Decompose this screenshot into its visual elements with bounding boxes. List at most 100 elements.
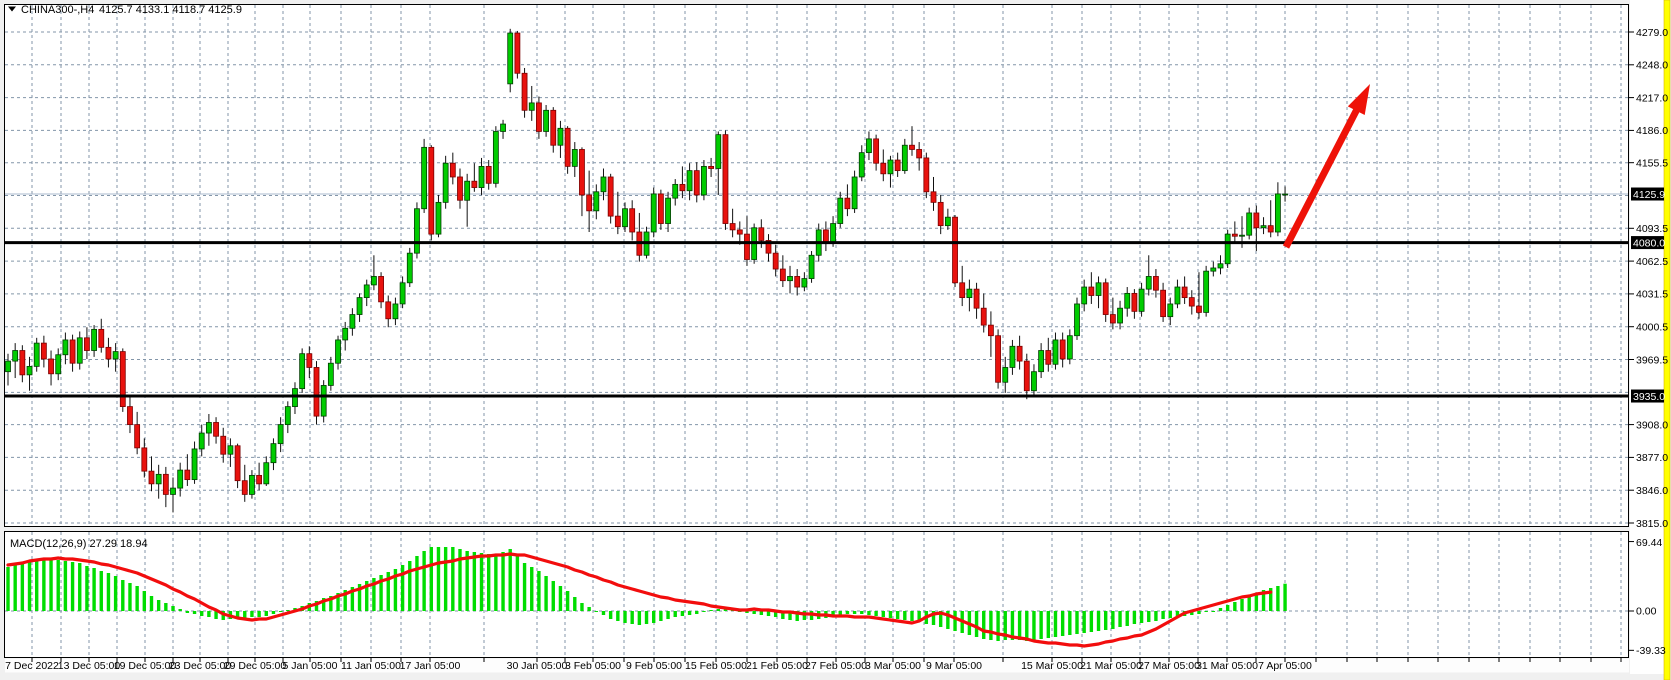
candle-down (471, 180, 478, 188)
candle-down (923, 157, 930, 193)
candle-down (1131, 292, 1138, 312)
candle-down (184, 469, 191, 481)
candle-down (614, 215, 621, 228)
candle-down (220, 435, 227, 455)
candle-up (901, 144, 908, 172)
candle-down (1109, 314, 1116, 324)
candle-down (822, 229, 829, 243)
macd-histogram-bar (1046, 611, 1051, 638)
macd-histogram-bar (1211, 611, 1216, 612)
macd-histogram-bar (135, 586, 139, 611)
macd-histogram-bar (1247, 596, 1251, 611)
macd-histogram-bar (1118, 611, 1122, 627)
macd-histogram-bar (781, 611, 785, 619)
candle-up (205, 422, 212, 434)
candle-up (249, 474, 255, 495)
candle-down (48, 358, 54, 375)
macd-histogram-bar (85, 566, 89, 611)
macd-histogram-bar (630, 611, 634, 624)
candle-up (1124, 292, 1131, 309)
candle-up (478, 165, 485, 188)
macd-histogram-bar (70, 562, 75, 611)
price-axis[interactable] (1630, 0, 1664, 674)
candle-up (1074, 303, 1080, 337)
candle-down (693, 170, 700, 196)
macd-histogram-bar (1269, 588, 1273, 611)
macd-histogram-bar (479, 553, 484, 611)
price-axis-label: 4248.0 (1636, 60, 1668, 72)
candle-down (449, 162, 456, 178)
candle-up (557, 127, 564, 146)
macd-signal-line (6, 552, 1273, 648)
macd-histogram-bar (565, 591, 570, 611)
candle-down (40, 342, 47, 360)
candle-down (1253, 212, 1260, 229)
candle-down (1267, 225, 1274, 233)
macd-histogram-bar (400, 565, 405, 611)
candle-up (370, 276, 377, 286)
macd-histogram-bar (106, 573, 111, 611)
candle-down (844, 197, 851, 210)
macd-histogram-bar (1154, 611, 1158, 621)
price-axis-label: 4155.5 (1636, 157, 1668, 169)
candle-down (69, 339, 76, 364)
macd-histogram-bar (1197, 611, 1201, 614)
macd-histogram-bar (1032, 611, 1036, 640)
candle-up (665, 197, 671, 224)
hline-price-badge (1631, 236, 1664, 250)
candle-up (1203, 270, 1210, 313)
macd-histogram-bar (142, 591, 147, 611)
candle-up (593, 191, 600, 212)
horizontal-line-objects[interactable] (5, 241, 1628, 398)
macd-histogram-bar (1132, 611, 1137, 624)
time-axis[interactable] (5, 658, 1629, 673)
candle-up (1009, 345, 1016, 368)
symbol-dropdown-icon[interactable] (8, 6, 16, 12)
candle-up (270, 443, 277, 464)
macd-histogram-bar (386, 572, 390, 611)
trend-arrow-annotation[interactable] (1282, 84, 1370, 249)
macd-histogram-bar (759, 611, 764, 615)
macd-histogram-bar (601, 611, 606, 615)
macd-histogram-bar (1161, 611, 1165, 619)
arrow-shaft[interactable] (1282, 103, 1363, 249)
candle-up (464, 180, 471, 201)
candle-down (988, 324, 994, 337)
candle-up (335, 339, 341, 364)
macd-histogram-bar (1068, 611, 1072, 635)
macd-histogram-bar (365, 581, 369, 611)
candle-down (1023, 360, 1030, 392)
candle-up (1031, 371, 1037, 392)
macd-histogram-bar (1190, 611, 1194, 615)
candle-up (284, 406, 291, 425)
macd-histogram-bar (1103, 611, 1108, 630)
macd-histogram-bar (113, 576, 118, 611)
candle-down (894, 159, 901, 172)
candle-down (930, 191, 937, 203)
candle-down (980, 307, 987, 326)
macd-histogram-bar (1039, 611, 1043, 639)
macd-histogram-bar (372, 578, 376, 611)
candle-up (277, 424, 284, 445)
candle-down (1181, 286, 1188, 299)
time-axis-label: 21 Feb 05:00 (746, 660, 808, 672)
candle-down (1059, 339, 1066, 360)
candle-down (162, 473, 169, 495)
price-axis-label: 3908.0 (1636, 419, 1668, 431)
macd-histogram-bar (1233, 602, 1237, 611)
price-axis-label: 3846.0 (1636, 485, 1668, 497)
candle-up (500, 123, 506, 132)
candle-down (564, 127, 571, 167)
candle-down (708, 165, 715, 169)
macd-histogram-bar (838, 611, 842, 615)
arrow-head[interactable] (1347, 84, 1370, 116)
macd-plot-area[interactable] (4, 531, 1629, 658)
macd-histogram-bar (443, 547, 448, 611)
macd-histogram-bar (752, 611, 756, 614)
main-plot-area[interactable] (4, 4, 1629, 527)
candle-up (320, 385, 327, 417)
candle-down (98, 328, 105, 348)
macd-histogram-bar (13, 565, 17, 611)
macd-histogram-bar (745, 611, 749, 613)
macd-histogram-bar (580, 603, 584, 611)
